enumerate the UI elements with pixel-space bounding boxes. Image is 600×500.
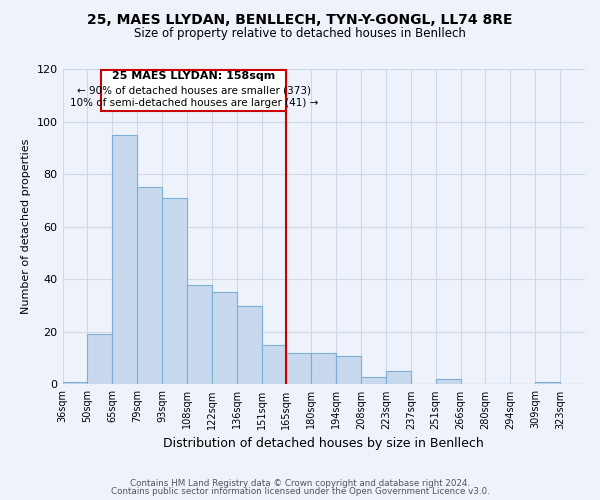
Bar <box>187 284 212 384</box>
Text: Size of property relative to detached houses in Benllech: Size of property relative to detached ho… <box>134 28 466 40</box>
Y-axis label: Number of detached properties: Number of detached properties <box>21 139 31 314</box>
Bar <box>336 356 361 384</box>
Bar <box>286 353 311 384</box>
Bar <box>112 134 137 384</box>
Bar <box>436 379 461 384</box>
Bar <box>137 188 162 384</box>
Bar <box>236 306 262 384</box>
Bar <box>88 334 112 384</box>
Bar <box>62 382 88 384</box>
X-axis label: Distribution of detached houses by size in Benllech: Distribution of detached houses by size … <box>163 437 484 450</box>
Text: Contains HM Land Registry data © Crown copyright and database right 2024.: Contains HM Land Registry data © Crown c… <box>130 478 470 488</box>
Text: ← 90% of detached houses are smaller (373): ← 90% of detached houses are smaller (37… <box>77 85 311 95</box>
Bar <box>311 353 336 384</box>
Bar <box>386 372 411 384</box>
Bar <box>535 382 560 384</box>
Bar <box>101 70 286 111</box>
Text: Contains public sector information licensed under the Open Government Licence v3: Contains public sector information licen… <box>110 487 490 496</box>
Bar <box>212 292 236 384</box>
Bar <box>361 376 386 384</box>
Text: 10% of semi-detached houses are larger (41) →: 10% of semi-detached houses are larger (… <box>70 98 318 108</box>
Bar <box>262 345 286 385</box>
Bar <box>162 198 187 384</box>
Text: 25 MAES LLYDAN: 158sqm: 25 MAES LLYDAN: 158sqm <box>112 72 275 82</box>
Text: 25, MAES LLYDAN, BENLLECH, TYN-Y-GONGL, LL74 8RE: 25, MAES LLYDAN, BENLLECH, TYN-Y-GONGL, … <box>87 12 513 26</box>
